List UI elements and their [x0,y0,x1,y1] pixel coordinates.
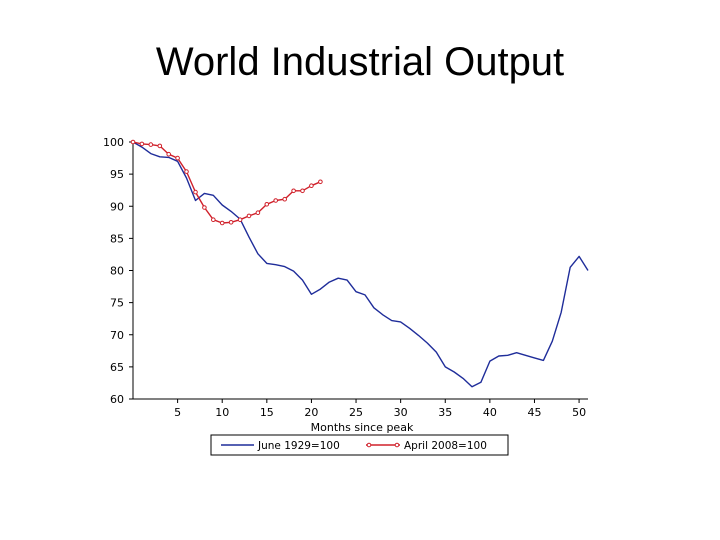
x-tick-label: 25 [349,406,363,419]
data-point-april-2008-100 [318,179,323,185]
y-tick-label: 60 [110,393,124,406]
x-axis-title: Months since peak [311,421,414,434]
data-point-april-2008-100 [237,217,243,222]
data-point-april-2008-100 [202,205,207,210]
x-tick-label: 35 [438,406,452,419]
y-tick-label: 65 [110,361,124,374]
y-tick-label: 95 [110,168,124,181]
x-tick-label: 5 [174,406,181,419]
y-tick-label: 90 [110,200,124,213]
y-tick-label: 85 [110,232,124,245]
legend-marker-april-2008-left [366,442,372,448]
y-tick-label: 100 [103,136,124,149]
data-point-april-2008-100 [309,183,314,188]
data-point-april-2008-100 [300,188,305,194]
data-point-april-2008-100 [211,217,216,222]
x-tick-label: 45 [527,406,541,419]
series-line-june-1929-100 [132,141,589,388]
y-tick-label: 70 [110,329,124,342]
y-tick-label: 80 [110,265,124,278]
data-point-april-2008-100 [157,143,163,149]
data-point-april-2008-100 [148,142,154,147]
x-tick-label: 20 [304,406,318,419]
data-point-april-2008-100 [175,155,180,161]
series-line-april-2008-100 [132,141,321,224]
data-point-april-2008-100 [130,139,136,145]
data-point-april-2008-100 [273,198,279,203]
chart-legend: June 1929=100 April 2008=100 [210,434,509,456]
data-point-april-2008-100 [291,188,296,194]
x-tick-label: 10 [215,406,229,419]
x-tick-label: 30 [394,406,408,419]
chart-axes: 60 65 70 75 80 85 90 95 100 5 10 15 20 25 30 35 40 45 50 [103,136,588,419]
x-tick-label: 15 [260,406,274,419]
y-tick-label: 75 [110,297,124,310]
data-point-april-2008-100 [246,213,252,219]
data-point-april-2008-100 [193,189,198,195]
data-point-april-2008-100 [264,202,270,207]
data-point-april-2008-100 [166,151,171,157]
x-tick-label: 40 [483,406,497,419]
data-point-april-2008-100 [282,196,288,202]
legend-label-april-2008: April 2008=100 [404,440,487,452]
legend-box [210,434,509,456]
data-point-april-2008-100 [219,220,225,226]
data-point-april-2008-100 [184,169,189,174]
x-tick-label: 50 [572,406,586,419]
slide-title: World Industrial Output [155,40,565,84]
chart-series [130,139,589,388]
data-point-april-2008-100 [228,220,234,225]
data-point-april-2008-100 [255,210,261,215]
legend-label-june-1929: June 1929=100 [257,440,340,452]
legend-marker-april-2008-right [394,442,400,448]
data-point-april-2008-100 [139,141,145,147]
